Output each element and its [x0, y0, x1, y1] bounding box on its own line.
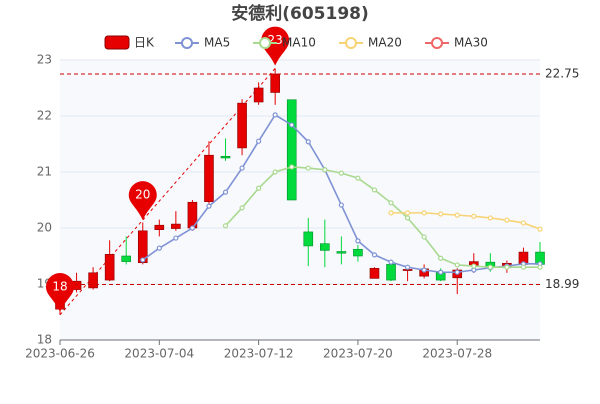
candle-body — [286, 99, 297, 201]
x-tick-label: 2023-07-20 — [323, 347, 393, 361]
ma-point — [272, 112, 278, 118]
mark-pin — [128, 181, 157, 221]
candle-body — [237, 102, 247, 149]
legend-label: MA5 — [204, 36, 230, 50]
chart-title: 安德利(605198) — [231, 3, 369, 24]
legend-swatch — [104, 35, 130, 50]
x-tick-label: 2023-06-26 — [25, 347, 95, 361]
candle-body — [303, 231, 314, 247]
ma-point — [388, 200, 394, 206]
ma-point — [454, 262, 460, 268]
x-tick-label: 2023-07-12 — [224, 347, 294, 361]
ma-line — [224, 166, 540, 268]
candle-body — [154, 224, 165, 230]
candle-body — [204, 154, 214, 202]
ma-point — [355, 175, 361, 181]
ma-point — [504, 264, 510, 270]
legend-swatch — [345, 37, 357, 49]
ma-point — [438, 255, 444, 261]
ma-point — [256, 185, 262, 191]
ma-point — [305, 139, 311, 145]
ma-point — [222, 189, 229, 195]
ma-point — [504, 217, 510, 223]
ma-point — [487, 215, 493, 221]
legend-label: 日K — [134, 36, 155, 50]
mark-pin — [46, 273, 74, 312]
ma-point — [173, 235, 179, 241]
ma-point — [454, 269, 460, 275]
ma-point — [388, 259, 394, 265]
ma-point — [355, 238, 361, 244]
ma-point — [487, 264, 493, 270]
candle-body — [171, 223, 181, 229]
ma-point — [289, 164, 295, 170]
ma-point — [239, 205, 245, 211]
ma-point — [206, 203, 212, 209]
ma-point — [438, 211, 444, 217]
ma-point — [256, 138, 262, 144]
candle-body — [121, 255, 132, 262]
ma-point — [222, 223, 229, 229]
ma-line — [391, 212, 541, 230]
ma-point — [338, 170, 344, 176]
ma-point — [404, 215, 411, 221]
y-tick-label: 20 — [37, 221, 52, 235]
ma-point — [421, 210, 427, 216]
mark-pin — [261, 26, 290, 66]
ma-point — [404, 264, 411, 270]
candle-body — [253, 87, 264, 103]
candle-body — [369, 268, 380, 279]
ma-point — [371, 252, 378, 258]
candle-body — [386, 264, 396, 281]
y-tick-label: 22 — [37, 109, 52, 123]
ma-point — [471, 213, 477, 219]
ma-point — [156, 245, 162, 251]
ma-point — [520, 264, 527, 270]
y-tick-label: 21 — [37, 165, 52, 179]
ma-point — [388, 210, 394, 216]
candle-body — [137, 230, 148, 264]
y-tick-label: 23 — [37, 53, 52, 67]
x-tick-label: 2023-07-28 — [422, 347, 492, 361]
candle-body — [88, 272, 98, 289]
ma-point — [289, 122, 295, 128]
y-tick-label: 18 — [37, 333, 52, 347]
legend-swatch — [181, 37, 193, 49]
mark-line-label: 22.75 — [545, 67, 579, 81]
candle-body — [353, 248, 363, 257]
legend-swatch — [431, 37, 443, 49]
ma-point — [272, 169, 278, 175]
ma-point — [537, 264, 543, 270]
candle-body — [104, 254, 115, 281]
ma-point — [140, 257, 146, 263]
ma-point — [239, 165, 245, 171]
candle-body — [336, 251, 347, 254]
ma-point — [438, 269, 444, 275]
candle-body — [320, 243, 330, 251]
ma-point — [421, 234, 427, 240]
ma-point — [421, 267, 427, 273]
ma-point — [404, 210, 411, 216]
ma-point — [189, 225, 196, 231]
ma-point — [537, 226, 543, 232]
ma-point — [305, 165, 311, 171]
x-tick-label: 2023-07-04 — [124, 347, 194, 361]
legend-label: MA30 — [454, 36, 488, 50]
legend-label: MA10 — [282, 36, 316, 50]
ma-point — [338, 202, 344, 208]
mark-line-label: 18.99 — [545, 277, 579, 291]
legend-label: MA20 — [368, 36, 402, 50]
ma-point — [471, 263, 477, 269]
legend-swatch — [259, 37, 271, 49]
ma-point — [454, 212, 460, 218]
ma-point — [322, 167, 328, 173]
mark-pin-label: 20 — [135, 188, 150, 202]
candle-body — [270, 73, 280, 93]
candle-body — [220, 156, 231, 159]
mark-pin-label: 18 — [52, 280, 67, 294]
ma-point — [371, 187, 378, 193]
ma-point — [520, 220, 527, 226]
